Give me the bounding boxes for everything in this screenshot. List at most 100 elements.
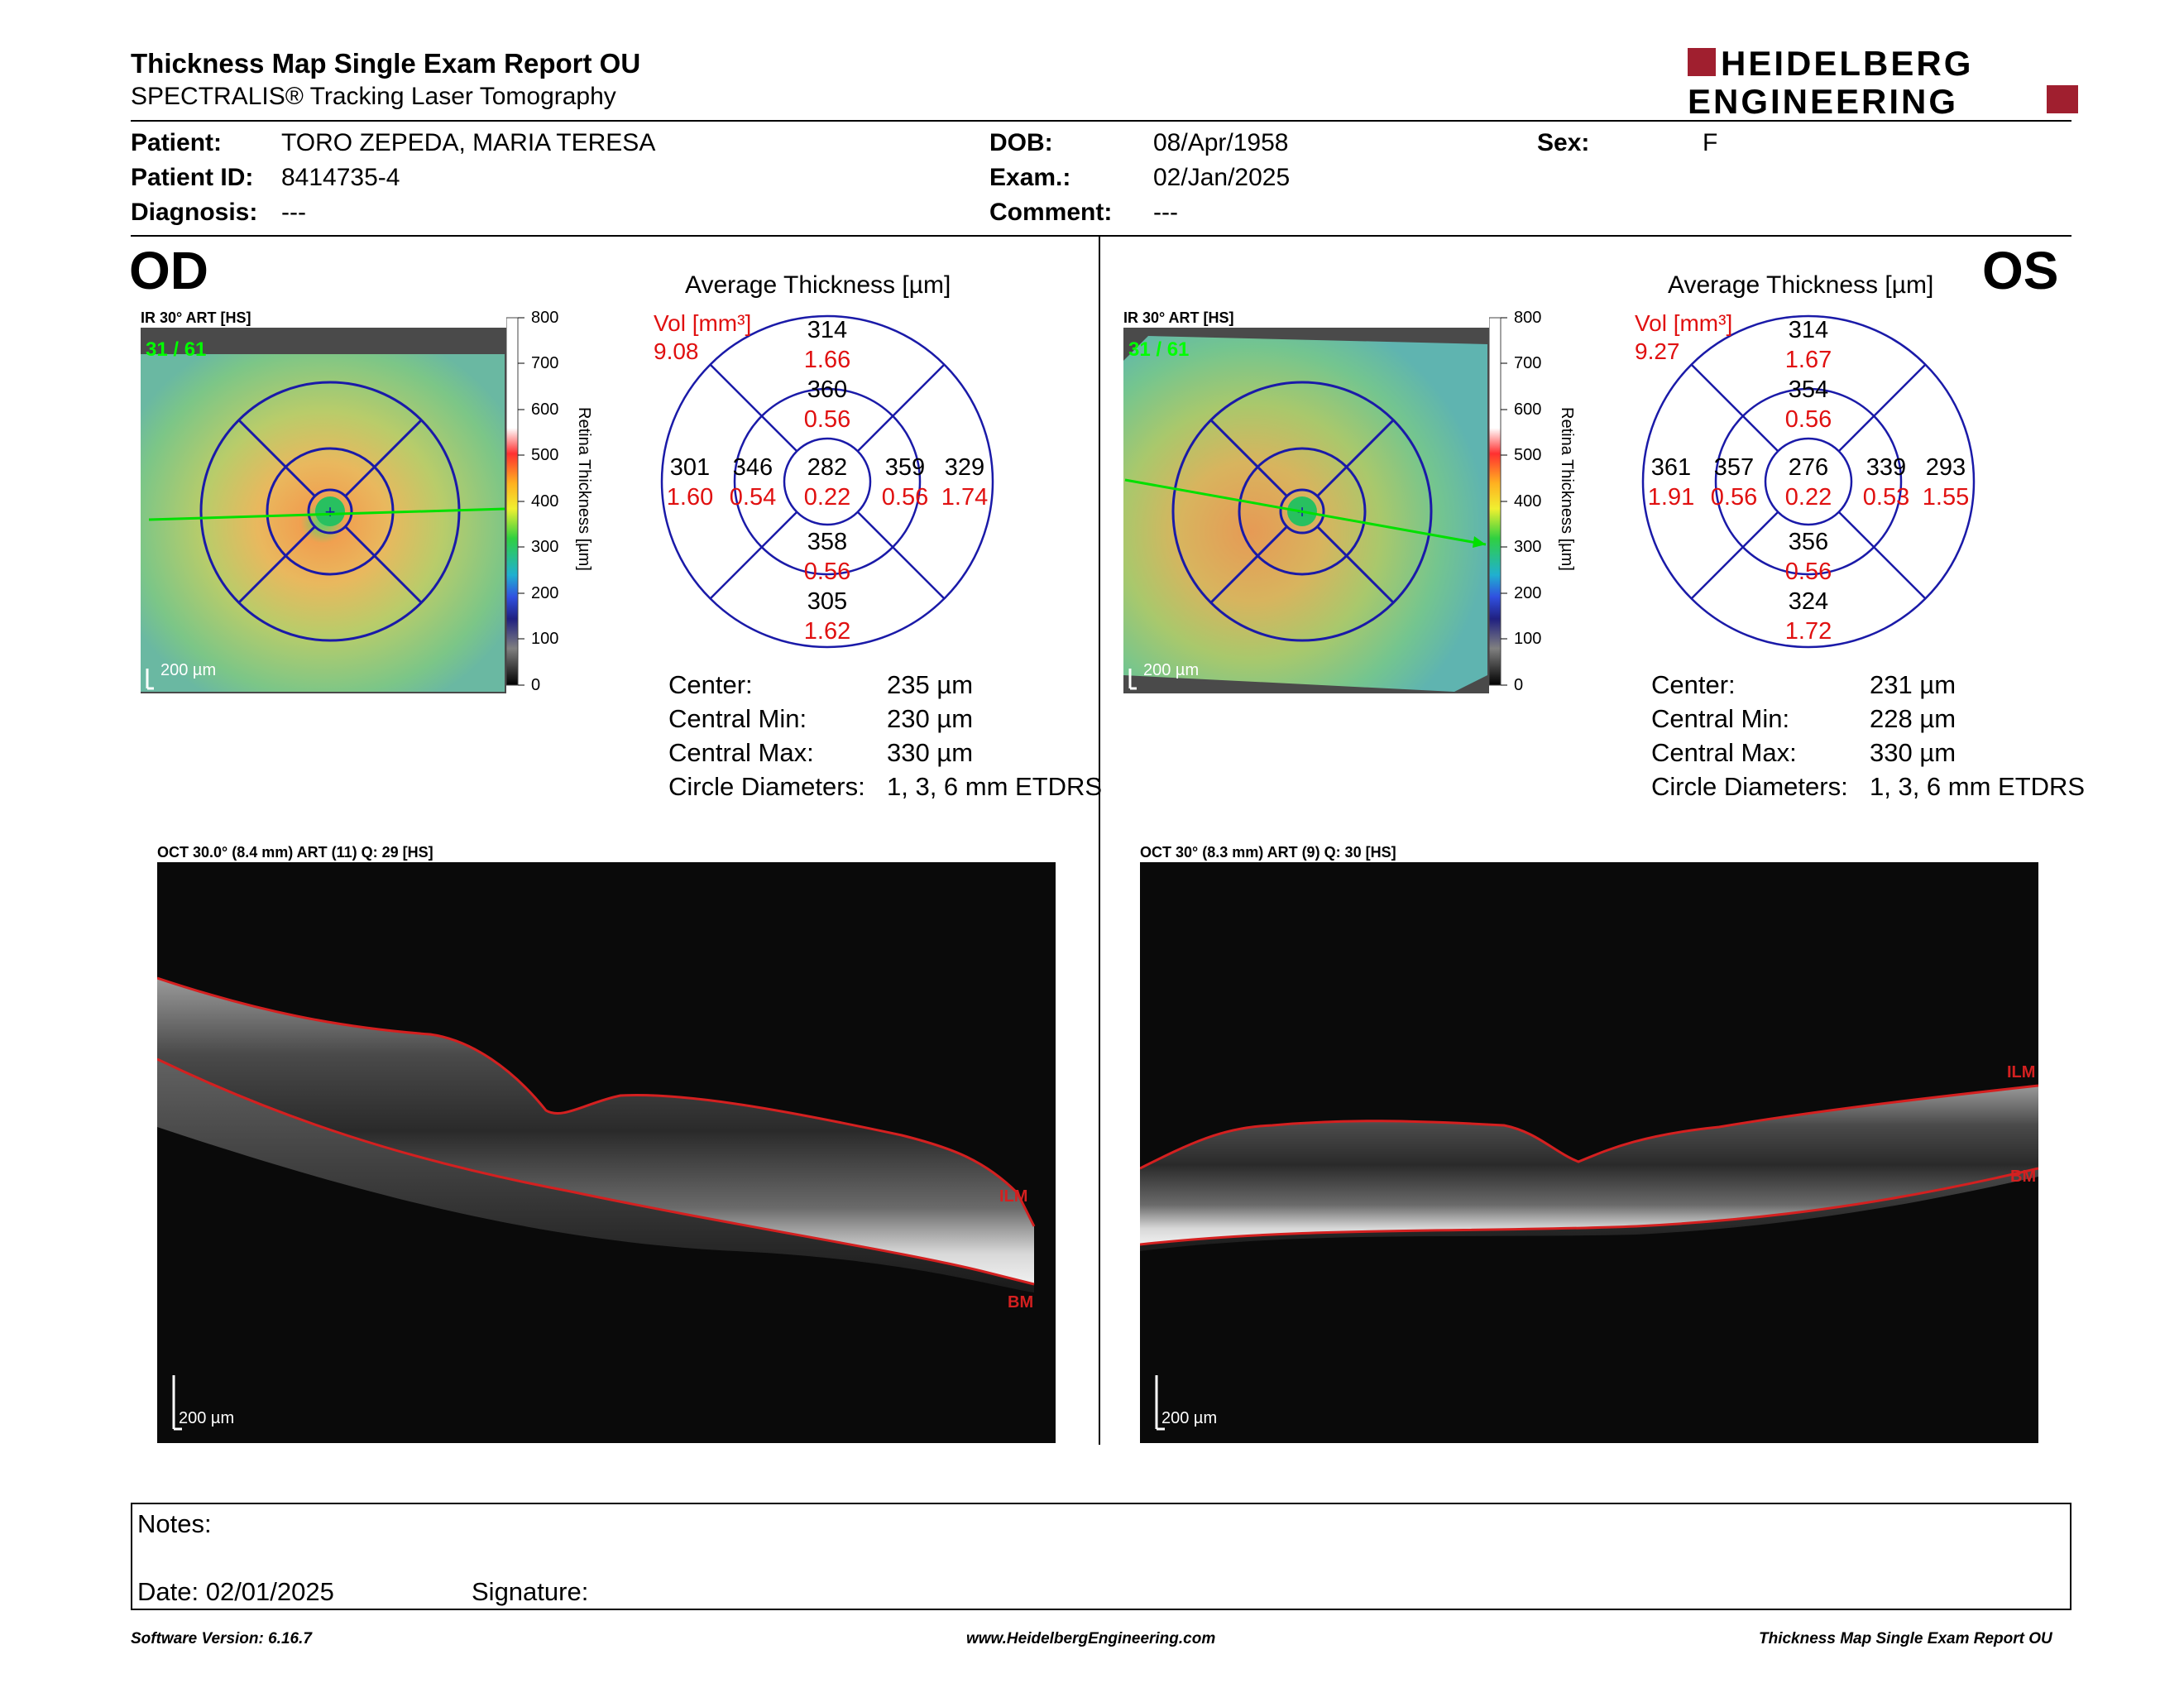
od-grid-title: Average Thickness [µm]	[685, 271, 951, 299]
os-cb-tick-6: 200	[1514, 584, 1541, 602]
os-cb-tick-5: 300	[1514, 538, 1541, 556]
os-colorbar: 800 700 600 500 400 300 200 100 0 Retina…	[1489, 309, 1576, 694]
od-vol-label: Vol [mm³]	[654, 310, 751, 336]
os-retina-layers	[1140, 1086, 2038, 1244]
os-cb-tick-2: 600	[1514, 400, 1541, 419]
od-outer-temp-vol: 1.60	[667, 484, 713, 511]
od-inner-inf-vol: 0.56	[804, 559, 850, 585]
os-outer-temp-thk: 361	[1651, 454, 1691, 481]
os-inner-inf-thk: 356	[1789, 529, 1828, 555]
os-cb-tick-7: 100	[1514, 630, 1541, 648]
patient-name: TORO ZEPEDA, MARIA TERESA	[281, 129, 656, 156]
os-center-vol: 0.22	[1785, 484, 1832, 511]
dob-value: 08/Apr/1958	[1153, 129, 1289, 156]
os-outer-sup-thk: 314	[1789, 317, 1828, 343]
od-oct-label: OCT 30.0° (8.4 mm) ART (11) Q: 29 [HS]	[157, 844, 433, 861]
os-stat-center-value: 231 µm	[1870, 670, 1956, 699]
os-stat-diam-value: 1, 3, 6 mm ETDRS	[1870, 772, 2086, 801]
os-stat-max-label: Central Max:	[1651, 738, 1797, 767]
os-vol-label: Vol [mm³]	[1635, 310, 1732, 336]
os-ilm-label: ILM	[2007, 1063, 2035, 1081]
od-colorbar: 800 700 600 500 400 300 200 100 0 Retina…	[506, 309, 593, 694]
od-oct-scale-label: 200 µm	[179, 1409, 234, 1427]
os-cb-tick-3: 500	[1514, 446, 1541, 464]
od-inner-nasal-thk: 359	[885, 454, 925, 481]
od-stat-center-value: 235 µm	[887, 670, 974, 699]
od-cb-tick-6: 200	[531, 584, 558, 602]
od-bm-label: BM	[1008, 1293, 1033, 1312]
logo-square-top	[1688, 48, 1716, 76]
od-inner-temp-thk: 346	[733, 454, 773, 481]
od-stat-min-label: Central Min:	[668, 704, 807, 733]
logo-line1: HEIDELBERG	[1721, 48, 1973, 83]
notes-signature: Signature:	[472, 1577, 589, 1606]
os-stat-diam-label: Circle Diameters:	[1651, 772, 1848, 801]
heidelberg-logo: HEIDELBERG ENGINEERING	[1688, 48, 2078, 116]
od-thickness-map: + 31 / 61 200 µm	[141, 328, 506, 693]
od-frame-counter: 31 / 61	[146, 338, 206, 361]
od-cb-tick-3: 500	[531, 446, 558, 464]
eye-divider	[1099, 237, 1100, 1445]
exam-value: 02/Jan/2025	[1153, 164, 1291, 191]
os-scan-line	[1124, 478, 1487, 546]
logo-square-bottom	[2047, 85, 2078, 113]
od-inner-inf-thk: 358	[807, 529, 847, 555]
od-outer-nasal-thk: 329	[945, 454, 984, 481]
od-ilm-line	[157, 976, 1036, 1227]
od-cb-tick-0: 800	[531, 309, 558, 327]
od-etdrs-grid: Vol [mm³] 9.08 314 1.66 360 0.56 301 1.6…	[654, 310, 994, 649]
od-vol-value: 9.08	[654, 338, 699, 364]
od-cb-tick-8: 0	[531, 676, 540, 694]
os-oct-scale-label: 200 µm	[1161, 1409, 1217, 1427]
footer-report-name: Thickness Map Single Exam Report OU	[1759, 1630, 2052, 1647]
os-stat-min-value: 228 µm	[1870, 704, 1956, 733]
os-outer-inf-vol: 1.72	[1785, 618, 1832, 645]
os-cb-title: Retina Thickness [µm]	[1558, 407, 1576, 571]
od-outer-temp-thk: 301	[670, 454, 710, 481]
od-stat-max-label: Central Max:	[668, 738, 814, 767]
od-inner-temp-vol: 0.54	[730, 484, 776, 511]
od-stat-diam-label: Circle Diameters:	[668, 772, 865, 801]
od-outer-inf-vol: 1.62	[804, 618, 850, 645]
notes-box[interactable]: Notes: Date: 02/01/2025 Signature:	[131, 1503, 2071, 1610]
header-divider	[131, 120, 2071, 122]
od-center-thk: 282	[807, 454, 847, 481]
os-outer-sup-vol: 1.67	[1785, 347, 1832, 373]
od-oct-bscan: ILM BM 200 µm	[157, 862, 1056, 1443]
footer-website[interactable]: www.HeidelbergEngineering.com	[966, 1630, 1216, 1647]
diagnosis-label: Diagnosis:	[131, 199, 258, 226]
report-title: Thickness Map Single Exam Report OU	[131, 48, 641, 79]
patient-divider	[131, 235, 2071, 237]
od-outer-sup-vol: 1.66	[804, 347, 850, 373]
os-ir-label: IR 30° ART [HS]	[1123, 309, 1234, 326]
od-ilm-label: ILM	[999, 1187, 1027, 1206]
exam-label: Exam.:	[989, 164, 1071, 191]
os-oct-bscan: ILM BM 200 µm	[1140, 862, 2038, 1443]
os-vol-value: 9.27	[1635, 338, 1680, 364]
os-frame-counter: 31 / 61	[1128, 338, 1189, 361]
os-cb-tick-8: 0	[1514, 676, 1523, 694]
od-retina-layers	[157, 978, 1034, 1284]
os-etdrs-grid: Vol [mm³] 9.27 314 1.67 354 0.56 361 1.9…	[1635, 310, 1976, 649]
os-inner-temp-vol: 0.56	[1711, 484, 1757, 511]
od-cb-tick-7: 100	[531, 630, 558, 648]
od-label: OD	[129, 241, 208, 300]
od-stat-max-value: 330 µm	[887, 738, 974, 767]
od-cb-tick-1: 700	[531, 354, 558, 372]
od-cb-title: Retina Thickness [µm]	[575, 407, 593, 571]
os-inner-inf-vol: 0.56	[1785, 559, 1832, 585]
os-inner-sup-vol: 0.56	[1785, 406, 1832, 433]
od-fovea	[315, 496, 345, 526]
os-thickness-map: + 31 / 61 200 µm	[1123, 328, 1489, 693]
notes-label: Notes:	[137, 1509, 212, 1538]
os-etdrs-overlay	[1171, 381, 1433, 642]
os-stat-max-value: 330 µm	[1870, 738, 1956, 767]
od-inner-nasal-vol: 0.56	[882, 484, 928, 511]
os-outer-inf-thk: 324	[1789, 588, 1828, 615]
os-cb-tick-4: 400	[1514, 492, 1541, 511]
os-outer-nasal-vol: 1.55	[1923, 484, 1969, 511]
os-center-thk: 276	[1789, 454, 1828, 481]
od-outer-sup-thk: 314	[807, 317, 847, 343]
diagnosis-value: ---	[281, 199, 306, 226]
notes-date: Date: 02/01/2025	[137, 1577, 334, 1606]
